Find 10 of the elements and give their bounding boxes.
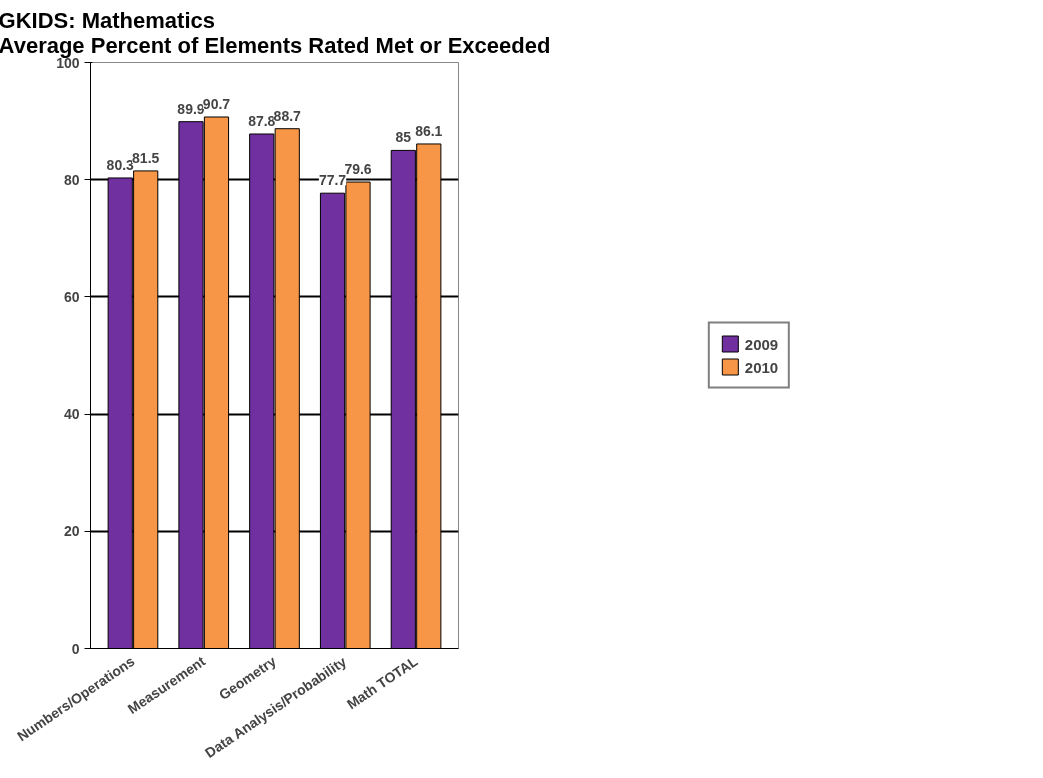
- data-label: 77.7: [318, 172, 347, 189]
- data-label: 85: [395, 129, 412, 146]
- y-tick-label: 80: [63, 171, 80, 188]
- data-label: 86.1: [415, 122, 443, 139]
- legend-label: 2010: [744, 358, 779, 375]
- y-tick-label: 20: [63, 523, 80, 540]
- y-tick-label: 40: [63, 406, 80, 423]
- legend-label: 2009: [744, 335, 779, 352]
- y-tick-label: 0: [71, 640, 80, 657]
- y-tick-label: 60: [63, 288, 80, 305]
